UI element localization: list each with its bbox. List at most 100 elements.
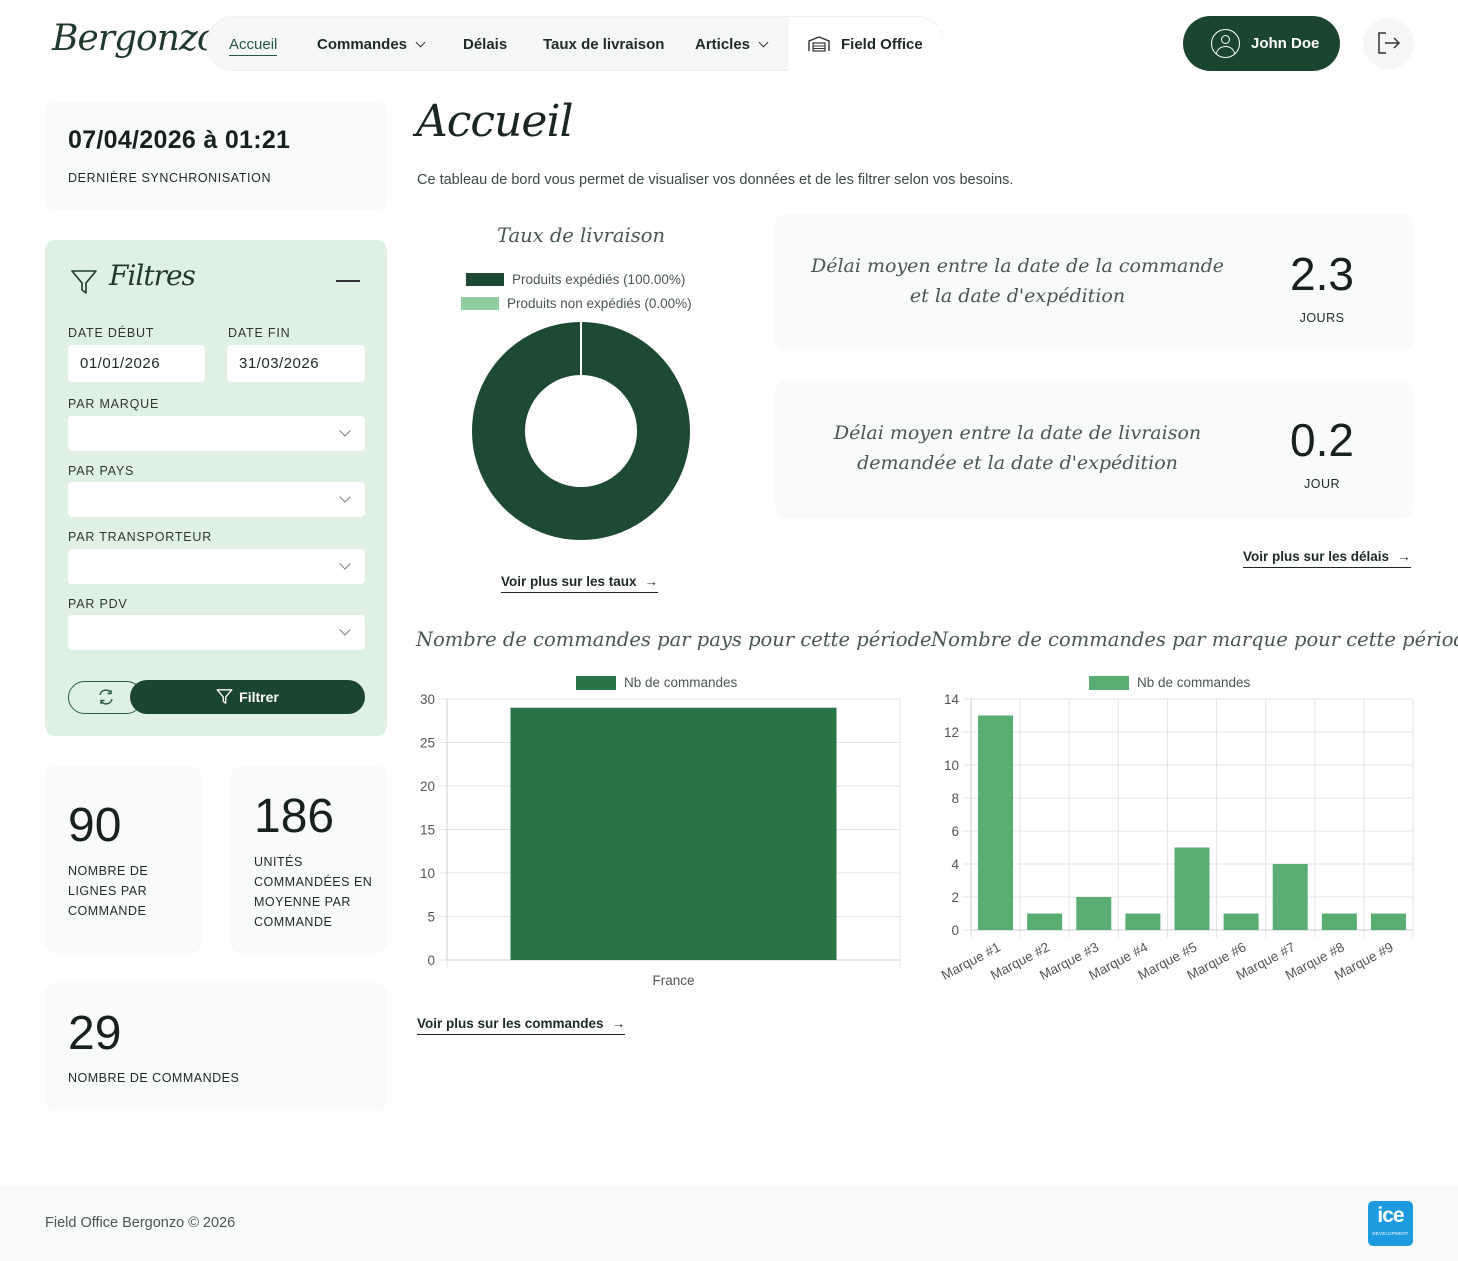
brand-select[interactable] bbox=[68, 416, 365, 451]
chevron-down-icon bbox=[339, 491, 351, 503]
legend-swatch bbox=[576, 676, 616, 690]
filter-icon bbox=[71, 270, 97, 294]
country-select[interactable] bbox=[68, 482, 365, 517]
delivery-rate-donut-chart: Produits expédiés (100.00%) Produits non… bbox=[461, 272, 692, 540]
stat-label: NOMBRE DE LIGNES PAR COMMANDE bbox=[68, 864, 149, 918]
pdv-select[interactable] bbox=[68, 615, 365, 650]
metric-value: 2.3 bbox=[1290, 248, 1354, 300]
orders-by-country-chart: Nb de commandes 0 5 10 15 20 25 30 France bbox=[420, 675, 901, 988]
nav-item-label: Field Office bbox=[841, 36, 923, 53]
legend-swatch bbox=[1089, 676, 1129, 690]
user-avatar-icon bbox=[1211, 29, 1240, 58]
arrow-right-icon: → bbox=[611, 1016, 626, 1031]
nav-item-articles[interactable]: Articles bbox=[695, 17, 769, 72]
chevron-down-icon bbox=[339, 558, 351, 570]
nav-item-label: Taux de livraison bbox=[543, 36, 665, 53]
orders-by-brand-title: Nombre de commandes par marque pour cett… bbox=[931, 628, 1458, 651]
metric-unit: JOURS bbox=[1299, 311, 1345, 325]
sync-label: DERNIÈRE SYNCHRONISATION bbox=[68, 171, 272, 185]
logout-button[interactable] bbox=[1363, 18, 1414, 69]
y-tick-label: 30 bbox=[420, 692, 435, 707]
legend-label: Nb de commandes bbox=[1137, 675, 1251, 690]
date-start-input[interactable]: 01/01/2026 bbox=[68, 345, 205, 382]
legend-swatch-shipped bbox=[466, 273, 504, 286]
bar[interactable] bbox=[510, 707, 837, 960]
page-subtitle: Ce tableau de bord vous permet de visual… bbox=[417, 172, 1014, 188]
nav-item-label: Délais bbox=[463, 36, 508, 53]
more-rates-link[interactable]: Voir plus sur les taux → bbox=[501, 574, 659, 593]
bar[interactable] bbox=[978, 715, 1014, 931]
nav-item-taux-livraison[interactable]: Taux de livraison bbox=[543, 17, 664, 72]
metric-unit: JOUR bbox=[1303, 477, 1341, 491]
chevron-down-icon bbox=[339, 425, 351, 437]
collapse-filters-button[interactable] bbox=[336, 280, 360, 282]
stat-value: 90 bbox=[68, 799, 122, 852]
y-tick-label: 5 bbox=[427, 910, 435, 925]
nav-item-delais[interactable]: Délais bbox=[463, 17, 507, 72]
carrier-select[interactable] bbox=[68, 549, 365, 584]
partner-logo-text: ice bbox=[1377, 1204, 1404, 1227]
bar[interactable] bbox=[1125, 913, 1161, 931]
footer: Field Office Bergonzo © 2026 ice DEVELOP… bbox=[0, 1186, 1458, 1261]
bar[interactable] bbox=[1321, 913, 1357, 931]
stat-value: 186 bbox=[254, 790, 335, 843]
metric-description: Délai moyen entre la date de la commande… bbox=[810, 255, 1225, 307]
refresh-icon bbox=[99, 689, 113, 705]
metric-card-requested-to-ship: Délai moyen entre la date de livraison d… bbox=[775, 381, 1413, 518]
legend-label: Nb de commandes bbox=[624, 675, 738, 690]
more-delays-link[interactable]: Voir plus sur les délais → bbox=[1243, 549, 1411, 568]
date-start-label: DATE DÉBUT bbox=[68, 326, 155, 340]
link-label: Voir plus sur les commandes bbox=[417, 1016, 604, 1031]
y-tick-label: 10 bbox=[420, 866, 435, 881]
bar[interactable] bbox=[1370, 913, 1406, 931]
legend-label-not-shipped: Produits non expédiés (0.00%) bbox=[507, 296, 692, 311]
stat-card-lines: 90 NOMBRE DE LIGNES PAR COMMANDE bbox=[45, 766, 201, 953]
stat-card-units: 186 UNITÉS COMMANDÉES EN MOYENNE PAR COM… bbox=[231, 766, 387, 953]
bar[interactable] bbox=[1027, 913, 1063, 931]
bar[interactable] bbox=[1223, 913, 1259, 931]
link-label: Voir plus sur les délais bbox=[1243, 549, 1390, 564]
user-name: John Doe bbox=[1251, 35, 1320, 52]
bar[interactable] bbox=[1272, 864, 1308, 930]
date-end-input[interactable]: 31/03/2026 bbox=[227, 345, 365, 382]
y-tick-label: 0 bbox=[427, 953, 435, 968]
stat-card-orders: 29 NOMBRE DE COMMANDES bbox=[45, 983, 387, 1111]
sync-card: 07/04/2026 à 01:21 DERNIÈRE SYNCHRONISAT… bbox=[45, 102, 387, 210]
logout-icon bbox=[1378, 32, 1401, 54]
stat-label: NOMBRE DE COMMANDES bbox=[68, 1071, 240, 1085]
apply-filters-label: Filtrer bbox=[239, 689, 279, 705]
arrow-right-icon: → bbox=[644, 574, 659, 589]
stat-value: 29 bbox=[68, 1007, 122, 1060]
y-tick-label: 2 bbox=[951, 890, 959, 905]
y-tick-label: 12 bbox=[944, 725, 959, 740]
link-label: Voir plus sur les taux bbox=[501, 574, 637, 589]
user-menu-button[interactable]: John Doe bbox=[1183, 16, 1340, 71]
more-orders-link[interactable]: Voir plus sur les commandes → bbox=[417, 1016, 626, 1035]
nav-item-field-office[interactable]: Field Office bbox=[789, 17, 944, 72]
stat-label: UNITÉS COMMANDÉES EN MOYENNE PAR COMMAND… bbox=[254, 855, 373, 929]
brand-logo[interactable]: Bergonzo bbox=[52, 18, 219, 59]
nav-item-label: Accueil bbox=[229, 36, 278, 56]
partner-logo-subtext: DEVELOPMENT bbox=[1372, 1231, 1409, 1236]
legend-swatch-not-shipped bbox=[461, 297, 499, 310]
y-tick-label: 15 bbox=[420, 823, 435, 838]
nav-item-commandes[interactable]: Commandes bbox=[317, 17, 426, 72]
apply-filters-button[interactable]: Filtrer bbox=[130, 680, 365, 714]
nav-item-label: Articles bbox=[695, 36, 751, 53]
bar[interactable] bbox=[1174, 847, 1210, 931]
filter-icon bbox=[216, 689, 233, 704]
y-tick-label: 6 bbox=[951, 824, 959, 839]
chevron-down-icon bbox=[339, 624, 351, 636]
partner-logo[interactable]: ice DEVELOPMENT bbox=[1368, 1201, 1413, 1246]
warehouse-icon bbox=[808, 36, 830, 52]
brand-filter-label: PAR MARQUE bbox=[68, 397, 160, 411]
nav-item-label: Commandes bbox=[317, 36, 408, 53]
nav-item-accueil[interactable]: Accueil bbox=[229, 17, 278, 72]
bar[interactable] bbox=[1076, 897, 1112, 930]
legend-label-shipped: Produits expédiés (100.00%) bbox=[512, 272, 685, 287]
page-title: Accueil bbox=[416, 96, 574, 147]
y-tick-label: 4 bbox=[951, 857, 959, 872]
arrow-right-icon: → bbox=[1397, 549, 1411, 564]
carrier-filter-label: PAR TRANSPORTEUR bbox=[68, 530, 213, 544]
